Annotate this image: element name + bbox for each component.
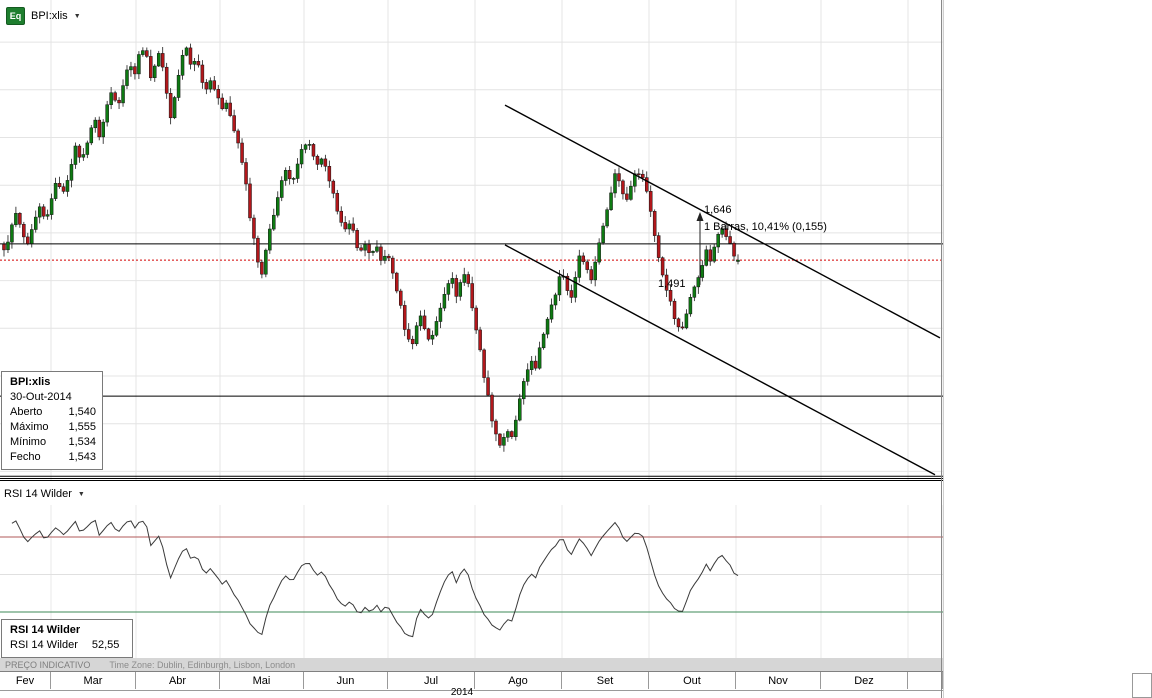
tooltip-date: 30-Out-2014: [10, 391, 72, 403]
month-cell-fev: Fev: [0, 672, 51, 689]
symbol-selector[interactable]: Eq BPI:xlis ▼: [6, 7, 81, 25]
month-cell-out: Out: [649, 672, 736, 689]
tooltip-high-row: Máximo 1,555: [10, 421, 96, 433]
measure-stats-label: 1 Barras, 10,41% (0,155): [704, 221, 827, 233]
tooltip-low-row: Mínimo 1,534: [10, 436, 96, 448]
panel-right-border-light: [943, 0, 944, 698]
timezone-label: Time Zone: Dublin, Edinburgh, Lisbon, Lo…: [109, 659, 296, 670]
month-cell-dez: Dez: [821, 672, 908, 689]
month-cell-jun: Jun: [304, 672, 388, 689]
panel-right-border: [941, 0, 942, 698]
month-cell-set: Set: [562, 672, 649, 689]
tooltip-open-row: Aberto 1,540: [10, 406, 96, 418]
time-axis-year: 2014: [0, 687, 943, 698]
month-cell-nov: Nov: [736, 672, 821, 689]
month-cell-empty: [908, 672, 943, 689]
rsi-tooltip: RSI 14 Wilder RSI 14 Wilder 52,55: [1, 619, 133, 658]
chevron-down-icon: ▼: [73, 12, 81, 20]
month-cell-abr: Abr: [136, 672, 220, 689]
rsi-tooltip-row: RSI 14 Wilder 52,55: [10, 639, 120, 651]
price-chart[interactable]: [0, 0, 943, 481]
chevron-down-icon: ▼: [77, 490, 85, 498]
tooltip-symbol: BPI:xlis: [10, 376, 51, 388]
price-tooltip: BPI:xlis 30-Out-2014 Aberto 1,540 Máximo 1…: [1, 371, 103, 470]
month-cell-jul: Jul: [388, 672, 475, 689]
year-label: 2014: [450, 687, 474, 698]
rsi-indicator-selector[interactable]: RSI 14 Wilder ▼: [4, 488, 85, 500]
scrollbar-corner[interactable]: [1132, 673, 1152, 698]
rsi-chart[interactable]: [0, 505, 943, 658]
rsi-tooltip-title: RSI 14 Wilder: [10, 624, 81, 636]
tooltip-close-row: Fecho 1,543: [10, 451, 96, 463]
symbol-label: BPI:xlis: [31, 10, 68, 22]
measure-low-label: 1,491: [658, 278, 686, 290]
month-cell-ago: Ago: [475, 672, 562, 689]
measure-high-label: 1,646: [704, 204, 732, 216]
month-cell-mar: Mar: [51, 672, 136, 689]
equity-badge-icon: Eq: [6, 7, 25, 25]
price-indicative-label: PREÇO INDICATIVO: [5, 659, 91, 670]
rsi-selector-label: RSI 14 Wilder: [4, 488, 72, 500]
time-axis-months: Fev Mar Abr Mai Jun Jul Ago Set Out Nov Dez: [0, 671, 943, 691]
month-cell-mai: Mai: [220, 672, 304, 689]
status-bar: PREÇO INDICATIVO Time Zone: Dublin, Edin…: [0, 658, 943, 671]
